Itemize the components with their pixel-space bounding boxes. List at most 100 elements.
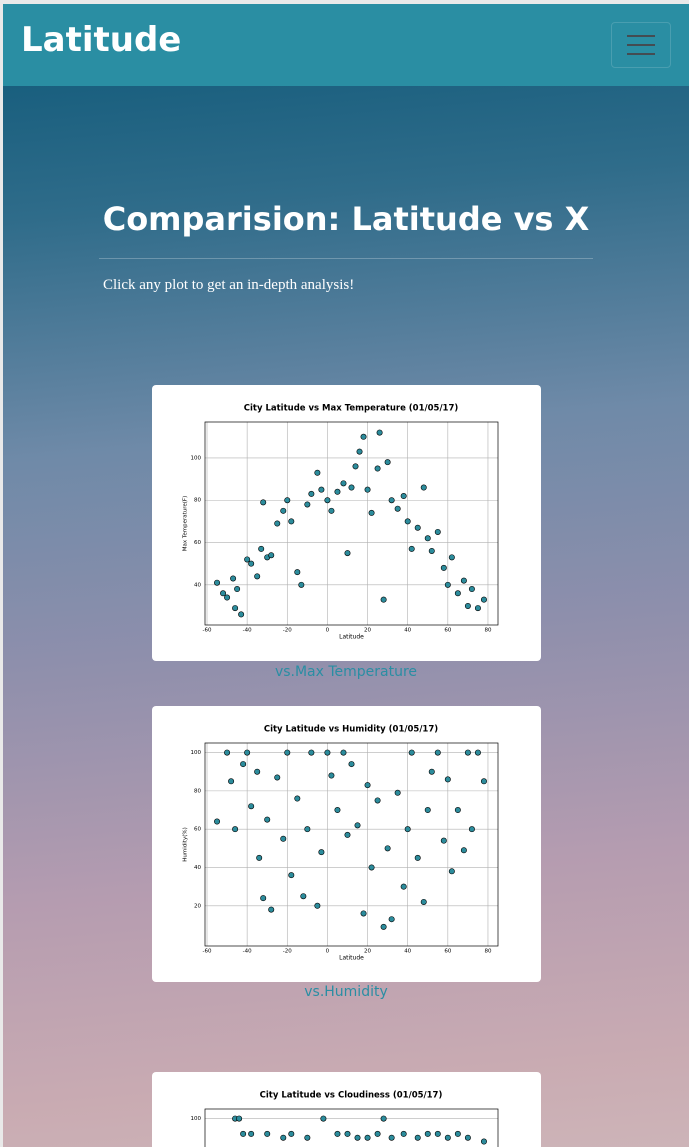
scatter-point bbox=[230, 575, 237, 582]
scatter-point bbox=[260, 499, 267, 506]
scatter-point bbox=[434, 528, 441, 535]
scatter-point bbox=[384, 845, 391, 852]
scatter-point bbox=[258, 545, 265, 552]
scatter-point bbox=[414, 854, 421, 861]
navbar: Latitude bbox=[3, 4, 689, 86]
scatter-point bbox=[234, 586, 241, 593]
scatter-point bbox=[388, 916, 395, 923]
scatter-point bbox=[464, 749, 471, 756]
scatter-point bbox=[400, 1130, 407, 1137]
scatter-point bbox=[444, 581, 451, 588]
scatter-point bbox=[248, 1130, 255, 1137]
chart-title: City Latitude vs Cloudiness (01/05/17) bbox=[260, 1091, 443, 1101]
scatter-point bbox=[368, 509, 375, 516]
x-tick-label: 40 bbox=[404, 628, 411, 634]
scatter-point bbox=[274, 774, 281, 781]
x-tick-label: 60 bbox=[444, 949, 451, 955]
scatter-point bbox=[408, 545, 415, 552]
scatter-point bbox=[314, 902, 321, 909]
scatter-point bbox=[424, 535, 431, 542]
scatter-point bbox=[388, 497, 395, 504]
scatter-point bbox=[328, 772, 335, 779]
scatter-point bbox=[280, 507, 287, 514]
x-tick-label: 80 bbox=[484, 949, 491, 955]
scatter-point bbox=[480, 1138, 487, 1145]
scatter-point bbox=[480, 596, 487, 603]
scatter-point bbox=[214, 579, 221, 586]
scatter-point bbox=[376, 429, 383, 436]
scatter-point bbox=[344, 550, 351, 557]
scatter-point bbox=[460, 577, 467, 584]
scatter-point bbox=[264, 1130, 271, 1137]
x-tick-label: 40 bbox=[404, 949, 411, 955]
scatter-point bbox=[354, 822, 361, 829]
scatter-point bbox=[434, 749, 441, 756]
scatter-point bbox=[344, 831, 351, 838]
scatter-point bbox=[424, 807, 431, 814]
scatter-point bbox=[404, 826, 411, 833]
scatter-point bbox=[408, 749, 415, 756]
scatter-point bbox=[464, 1134, 471, 1141]
scatter-point bbox=[244, 749, 251, 756]
y-tick-label: 40 bbox=[194, 865, 201, 871]
scatter-point bbox=[268, 906, 275, 913]
scatter-point bbox=[324, 497, 331, 504]
menu-toggle[interactable] bbox=[611, 22, 671, 68]
scatter-point bbox=[304, 501, 311, 508]
scatter-point bbox=[264, 816, 271, 823]
y-axis-label: Humidity(%) bbox=[183, 827, 189, 861]
plot-card[interactable]: City Latitude vs Max Temperature (01/05/… bbox=[152, 385, 541, 661]
plot-card[interactable]: City Latitude vs Humidity (01/05/17) -60 -… bbox=[152, 706, 541, 982]
scatter-point bbox=[480, 778, 487, 785]
x-tick-label: -60 bbox=[203, 949, 212, 955]
x-tick-label: -40 bbox=[243, 949, 252, 955]
scatter-point bbox=[464, 602, 471, 609]
scatter-point bbox=[280, 835, 287, 842]
scatter-point bbox=[428, 547, 435, 554]
y-tick-label: 100 bbox=[191, 750, 202, 756]
scatter-point bbox=[444, 776, 451, 783]
scatter-point bbox=[448, 868, 455, 875]
y-axis-label: Max Temperature(F) bbox=[183, 496, 189, 551]
y-tick-label: 60 bbox=[194, 540, 201, 546]
plot-caption[interactable]: vs.Humidity bbox=[304, 984, 388, 1000]
scatter-point bbox=[268, 552, 275, 559]
scatter-point bbox=[274, 520, 281, 527]
plot-card[interactable]: City Latitude vs Cloudiness (01/05/17) 10… bbox=[152, 1072, 541, 1147]
scatter-point bbox=[284, 497, 291, 504]
plot-caption[interactable]: vs.Max Temperature bbox=[274, 664, 418, 680]
scatter-point bbox=[474, 605, 481, 612]
scatter-point bbox=[404, 518, 411, 525]
scatter-point bbox=[356, 448, 363, 455]
scatter-point bbox=[364, 486, 371, 493]
scatter-point bbox=[468, 586, 475, 593]
scatter-point bbox=[414, 524, 421, 531]
scatter-point bbox=[380, 596, 387, 603]
scatter-point bbox=[354, 1134, 361, 1141]
brand[interactable]: Latitude bbox=[21, 20, 182, 60]
chart-title: City Latitude vs Humidity (01/05/17) bbox=[264, 725, 438, 735]
scatter-point bbox=[360, 433, 367, 440]
scatter-point bbox=[440, 564, 447, 571]
scatter-point bbox=[440, 837, 447, 844]
scatter-point bbox=[294, 569, 301, 576]
subtitle: Click any plot to get an in-depth analys… bbox=[103, 277, 355, 293]
page: Latitude Comparision: Latitude vs X Clic… bbox=[3, 4, 689, 1147]
scatter-point bbox=[380, 1115, 387, 1122]
scatter-point bbox=[300, 893, 307, 900]
scatter-point bbox=[400, 493, 407, 500]
scatter-point bbox=[288, 1130, 295, 1137]
scatter-point bbox=[400, 883, 407, 890]
x-tick-label: -20 bbox=[283, 949, 292, 955]
x-tick-label: 20 bbox=[364, 628, 371, 634]
scatter-point bbox=[308, 490, 315, 497]
scatter-point bbox=[384, 459, 391, 466]
scatter-point bbox=[304, 826, 311, 833]
scatter-point bbox=[360, 910, 367, 917]
scatter-point bbox=[364, 1134, 371, 1141]
x-tick-label: 0 bbox=[326, 949, 330, 955]
scatter-point bbox=[318, 486, 325, 493]
scatter-point bbox=[214, 818, 221, 825]
scatter-point bbox=[280, 1134, 287, 1141]
scatter-point bbox=[232, 826, 239, 833]
